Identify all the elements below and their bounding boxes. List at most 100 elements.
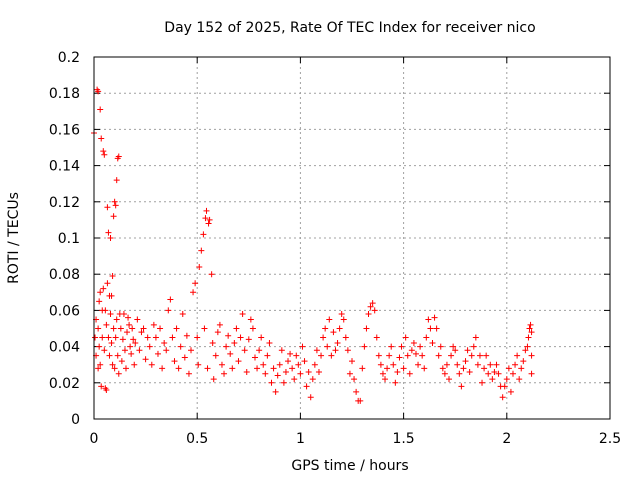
data-point [121,347,128,354]
data-point [181,354,188,361]
data-point [132,339,139,346]
data-point [105,334,112,341]
data-point [249,325,256,332]
data-point [264,352,271,359]
data-point [204,365,211,372]
data-point [282,368,289,375]
data-point [315,368,322,375]
gridlines [94,57,610,419]
data-point [470,343,477,350]
data-point [384,365,391,372]
data-point [251,354,258,361]
data-point [509,370,516,377]
data-point [520,358,527,365]
data-point [113,177,120,184]
data-point [203,207,210,214]
data-point [208,271,215,278]
data-point [423,334,430,341]
data-point [328,352,335,359]
data-point [109,361,116,368]
data-point [130,336,137,343]
y-tick-label: 0.16 [49,122,80,138]
data-point [129,325,136,332]
data-point [476,352,483,359]
data-point [95,365,102,372]
data-point [299,343,306,350]
data-point [367,303,374,310]
data-point [97,106,104,113]
data-point [159,365,166,372]
data-point [289,365,296,372]
data-point [131,361,138,368]
data-point [501,383,508,390]
data-point [357,397,364,404]
data-point [92,334,99,341]
data-point [146,343,153,350]
data-point [99,334,106,341]
data-point [443,361,450,368]
data-point [402,334,409,341]
data-point [112,334,119,341]
data-point [359,365,366,372]
data-point [128,350,135,357]
data-point [103,321,110,328]
data-point [505,365,512,372]
data-point [272,388,279,395]
data-point [441,370,448,377]
y-tick-label: 0.2 [58,50,80,66]
data-point [353,388,360,395]
data-point [221,370,228,377]
data-point [142,356,149,363]
data-point [324,343,331,350]
data-point [150,321,157,328]
data-point [165,307,172,314]
data-point [115,370,122,377]
data-point [361,343,368,350]
data-point [179,311,186,318]
data-point [196,263,203,270]
y-tick-label: 0.02 [49,376,80,392]
data-point [437,343,444,350]
data-point [105,229,112,236]
y-tick-label: 0 [71,412,80,428]
data-point [419,352,426,359]
data-point [342,334,349,341]
data-point [322,325,329,332]
data-point [96,343,103,350]
data-point [167,296,174,303]
data-point [406,370,413,377]
data-point [227,350,234,357]
data-point [214,329,221,336]
data-point [479,379,486,386]
data-point [412,350,419,357]
data-point [425,316,432,323]
data-point [276,361,283,368]
data-point [313,347,320,354]
data-point [229,365,236,372]
data-point [209,339,216,346]
data-point [503,376,510,383]
data-point [514,352,521,359]
data-point [140,325,147,332]
data-point [466,368,473,375]
data-point [524,343,531,350]
data-point [266,339,273,346]
data-point [175,365,182,372]
data-point [169,334,176,341]
data-point [487,361,494,368]
x-tick-label: 1.5 [392,431,414,447]
data-point [274,372,281,379]
data-point [200,231,207,238]
data-point [278,347,285,354]
y-tick-label: 0.14 [49,159,80,175]
data-point [404,352,411,359]
data-point [458,383,465,390]
data-point [448,352,455,359]
data-point [237,334,244,341]
data-point [287,350,294,357]
data-point [390,361,397,368]
data-point [481,365,488,372]
data-point [375,352,382,359]
data-point [417,343,424,350]
data-point [330,329,337,336]
